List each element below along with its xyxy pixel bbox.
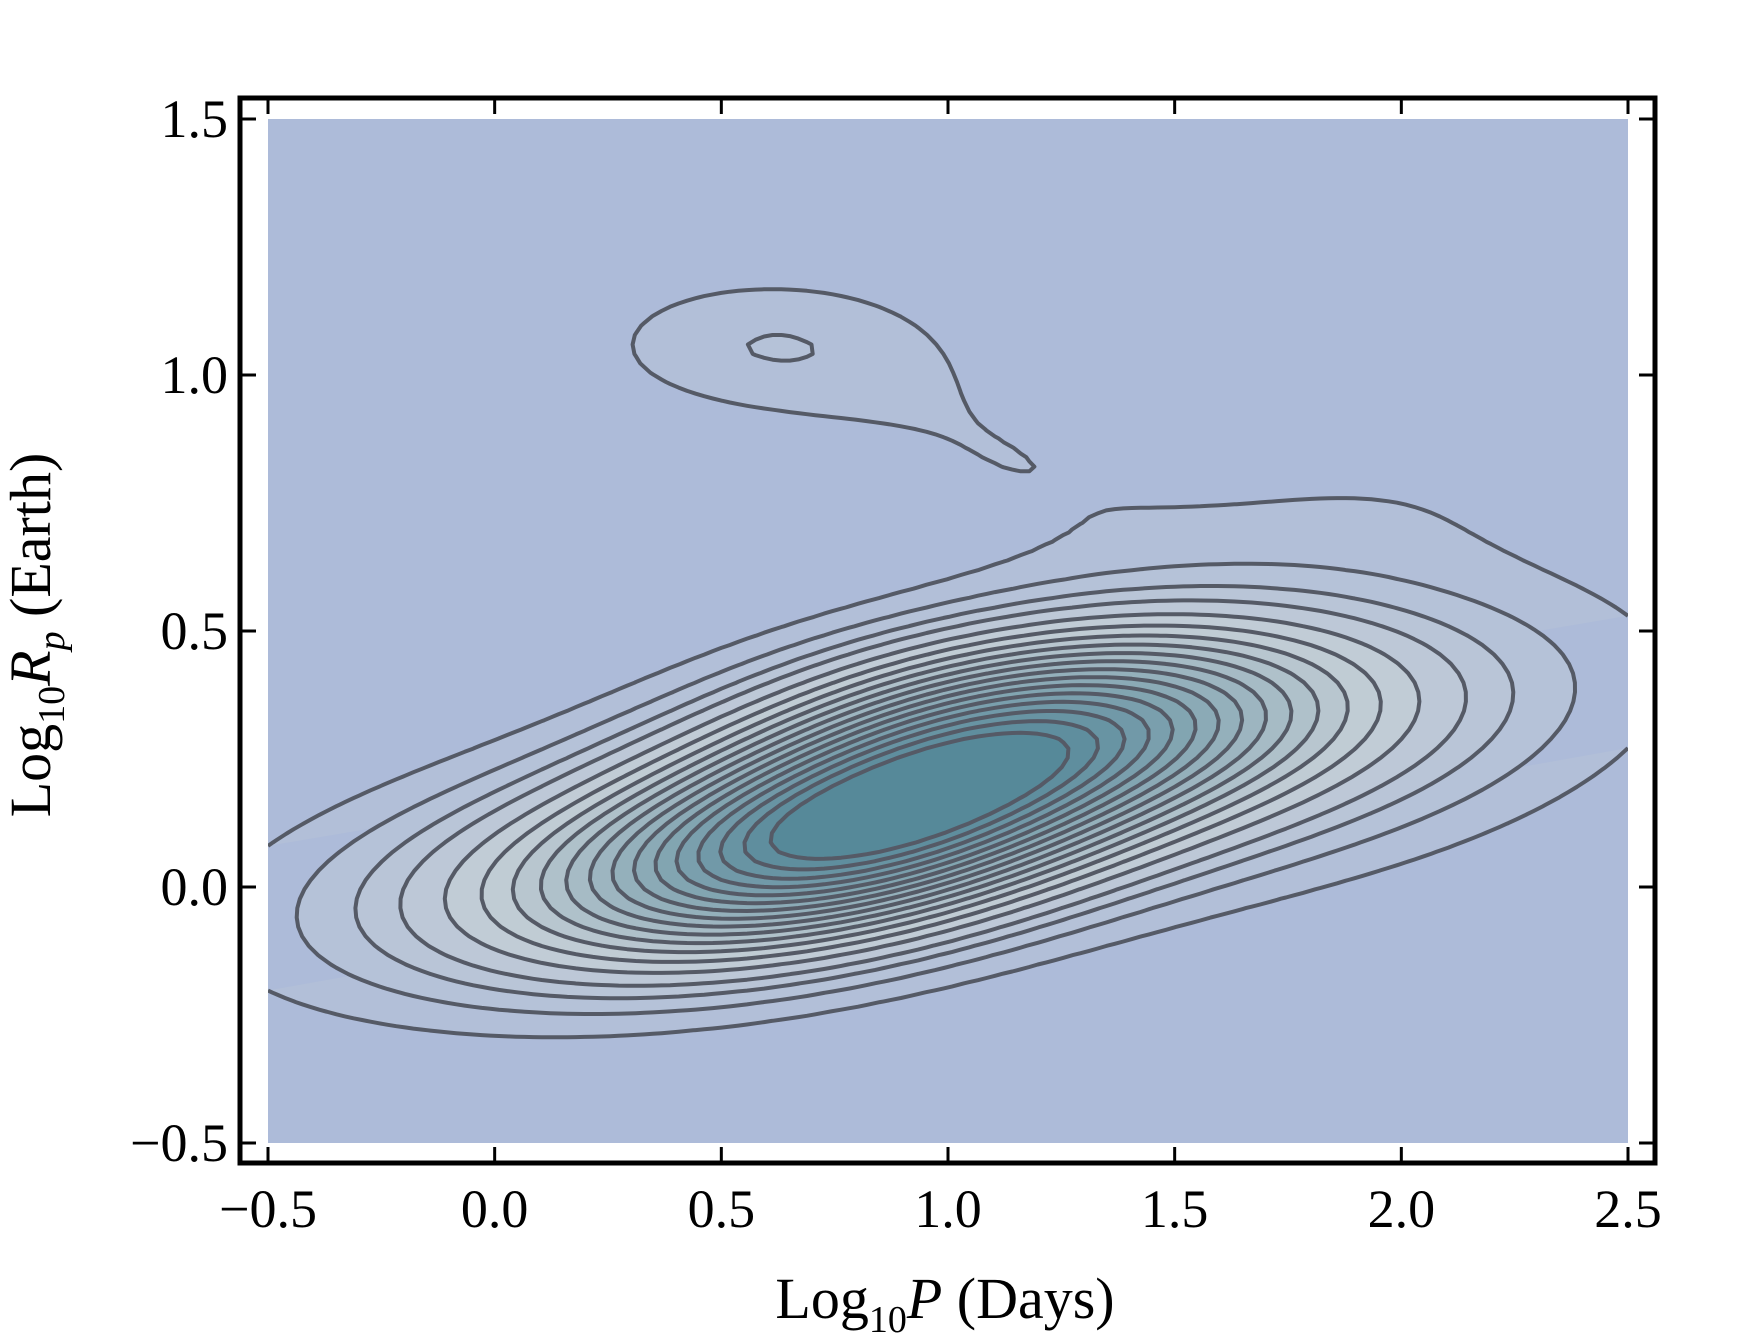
x-tick-label: 0.0	[461, 1179, 529, 1239]
contour-line-layer	[268, 287, 1628, 1040]
contour-line-1	[268, 287, 1628, 1040]
x-tick-label: 0.5	[688, 1179, 756, 1239]
contour-line-3	[353, 584, 1516, 1001]
contour-line-11	[610, 667, 1245, 921]
y-tick-label: 0.0	[161, 857, 229, 917]
contour-line-5	[442, 612, 1422, 975]
density-band-18	[770, 732, 1069, 859]
x-tick-label: 1.0	[914, 1179, 982, 1239]
y-axis-ticks: −0.5 0.0 0.5 1.0 1.5	[130, 89, 1655, 1173]
density-fill-layer	[268, 119, 1628, 1143]
contour-line-10	[587, 659, 1268, 929]
x-axis-label-variable: P	[906, 1266, 942, 1331]
contour-line-8	[539, 642, 1321, 946]
y-tick-label: 0.5	[161, 601, 229, 661]
y-tick-label: 1.5	[161, 89, 229, 149]
contour-line-16	[718, 709, 1127, 881]
x-tick-label: 2.0	[1368, 1179, 1436, 1239]
x-tick-label: 1.5	[1141, 1179, 1209, 1239]
x-tick-label: −0.5	[219, 1179, 317, 1239]
contour-line-14	[674, 691, 1175, 898]
contour-line-13	[653, 683, 1198, 906]
y-axis-label-prefix: Log	[0, 724, 63, 817]
contour-line-18	[768, 730, 1071, 861]
contour-line-15	[696, 699, 1151, 890]
y-axis-label-subscript: 10	[31, 686, 73, 724]
contour-line-6	[479, 623, 1383, 964]
contour-line-2	[294, 333, 1577, 1016]
y-axis-label: Log10Rp (Earth)	[0, 453, 73, 818]
x-axis-label-unit: (Days)	[942, 1266, 1114, 1331]
contour-line-9	[564, 651, 1294, 937]
x-axis-ticks: −0.5 0.0 0.5 1.0 1.5 2.0 2.5	[219, 98, 1662, 1239]
x-axis-label-subscript: 10	[869, 1299, 907, 1335]
contour-line-7	[510, 633, 1350, 955]
contour-line-12	[632, 675, 1221, 913]
y-axis-label-variable-subscript: p	[31, 631, 73, 653]
x-axis-label-prefix: Log	[775, 1266, 868, 1331]
contour-line-17	[742, 719, 1100, 872]
y-axis-label-variable: R	[0, 650, 63, 686]
y-axis-label-unit: (Earth)	[0, 453, 63, 632]
contour-line-4	[398, 598, 1468, 988]
y-tick-label: −0.5	[130, 1113, 228, 1173]
y-tick-label: 1.0	[161, 345, 229, 405]
x-axis-label: Log10P (Days)	[775, 1266, 1114, 1335]
x-tick-label: 2.5	[1594, 1179, 1662, 1239]
